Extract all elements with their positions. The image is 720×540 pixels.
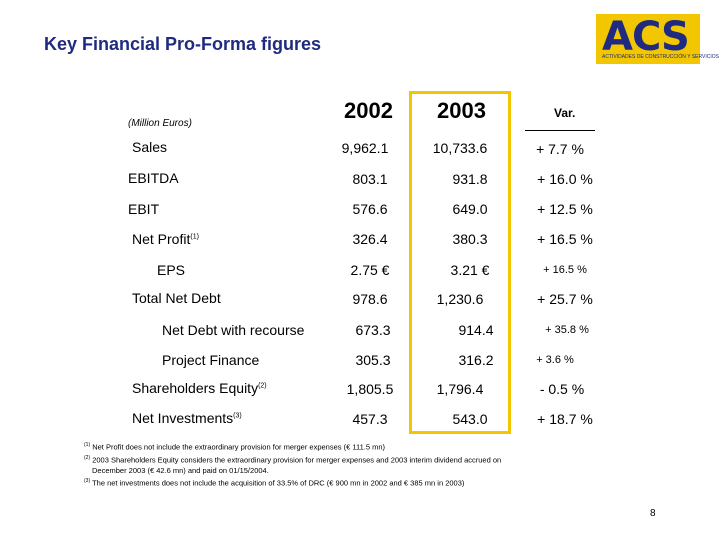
row-value-2002: 9,962.1 xyxy=(341,140,389,156)
row-value-var: + 3.6 % xyxy=(536,354,574,366)
row-value-2003: 10,733.6 xyxy=(432,140,488,156)
row-value-2003: 316.2 xyxy=(458,352,494,368)
row-value-var: + 16.5 % xyxy=(537,231,593,247)
logo-text: ACS xyxy=(602,14,690,60)
row-value-var: + 16.5 % xyxy=(543,264,587,276)
row-value-2003: 931.8 xyxy=(452,171,488,187)
footnote-ref: (1) xyxy=(190,233,199,241)
row-label-shareholders-equity: Shareholders Equity(2) xyxy=(132,380,267,396)
header-var: Var. xyxy=(554,106,576,120)
row-value-2003: 543.0 xyxy=(452,411,488,427)
header-2003: 2003 xyxy=(437,98,486,123)
row-value-2003: 3.21 € xyxy=(450,262,490,278)
row-label-net-profit: Net Profit(1) xyxy=(132,231,199,247)
row-value-2003: 380.3 xyxy=(452,231,488,247)
row-label-project-finance: Project Finance xyxy=(162,352,260,368)
footnote: (3) The net investments does not include… xyxy=(84,478,465,488)
acs-logo: ACS ACTIVIDADES DE CONSTRUCCIÓN Y SERVIC… xyxy=(596,14,719,64)
footnote-ref: (3) xyxy=(233,412,242,420)
footnote: (1) Net Profit does not include the extr… xyxy=(84,442,386,452)
row-value-2002: 1,805.5 xyxy=(346,381,394,397)
row-value-var: + 16.0 % xyxy=(537,171,593,187)
row-value-var: + 7.7 % xyxy=(536,141,584,157)
footnote-ref: (2) xyxy=(258,382,267,390)
units-label: (Million Euros) xyxy=(128,118,192,129)
row-value-var: + 35.8 % xyxy=(545,324,589,336)
row-value-2003: 649.0 xyxy=(452,201,488,217)
row-value-var: - 0.5 % xyxy=(539,381,585,397)
row-label-ebit: EBIT xyxy=(128,201,160,217)
row-label-net-debt-with-recourse: Net Debt with recourse xyxy=(162,322,305,338)
row-value-2002: 673.3 xyxy=(355,322,391,338)
footnotes: (1) Net Profit does not include the extr… xyxy=(84,440,704,489)
row-label-net-investments: Net Investments(3) xyxy=(132,410,242,426)
row-label-ebitda: EBITDA xyxy=(128,170,179,186)
row-value-2002: 803.1 xyxy=(352,171,388,187)
page-title: Key Financial Pro-Forma figures xyxy=(44,34,322,54)
page-number: 8 xyxy=(650,508,656,519)
logo-tagline: ACTIVIDADES DE CONSTRUCCIÓN Y SERVICIOS xyxy=(602,54,719,60)
row-value-2002: 978.6 xyxy=(352,291,388,307)
row-value-2003: 1,230.6 xyxy=(436,291,484,307)
row-value-2003: 914.4 xyxy=(458,322,494,338)
highlight-2003-box xyxy=(409,91,511,434)
row-value-2002: 576.6 xyxy=(352,201,388,217)
row-value-2003: 1,796.4 xyxy=(436,381,484,397)
row-label-sales: Sales xyxy=(132,139,168,155)
row-value-2002: 305.3 xyxy=(355,352,391,368)
row-value-2002: 326.4 xyxy=(352,231,388,247)
row-label-total-net-debt: Total Net Debt xyxy=(132,290,221,306)
row-value-var: + 25.7 % xyxy=(537,291,593,307)
row-value-var: + 12.5 % xyxy=(537,201,593,217)
row-value-2002: 2.75 € xyxy=(350,262,390,278)
row-value-2002: 457.3 xyxy=(352,411,388,427)
footnote: December 2003 (€ 42.6 mn) and paid on 01… xyxy=(92,466,269,475)
header-2002: 2002 xyxy=(344,98,393,123)
row-value-var: + 18.7 % xyxy=(537,411,593,427)
row-label-eps: EPS xyxy=(157,262,186,278)
header-divider xyxy=(525,130,595,131)
footnote: (2) 2003 Shareholders Equity considers t… xyxy=(84,454,502,465)
